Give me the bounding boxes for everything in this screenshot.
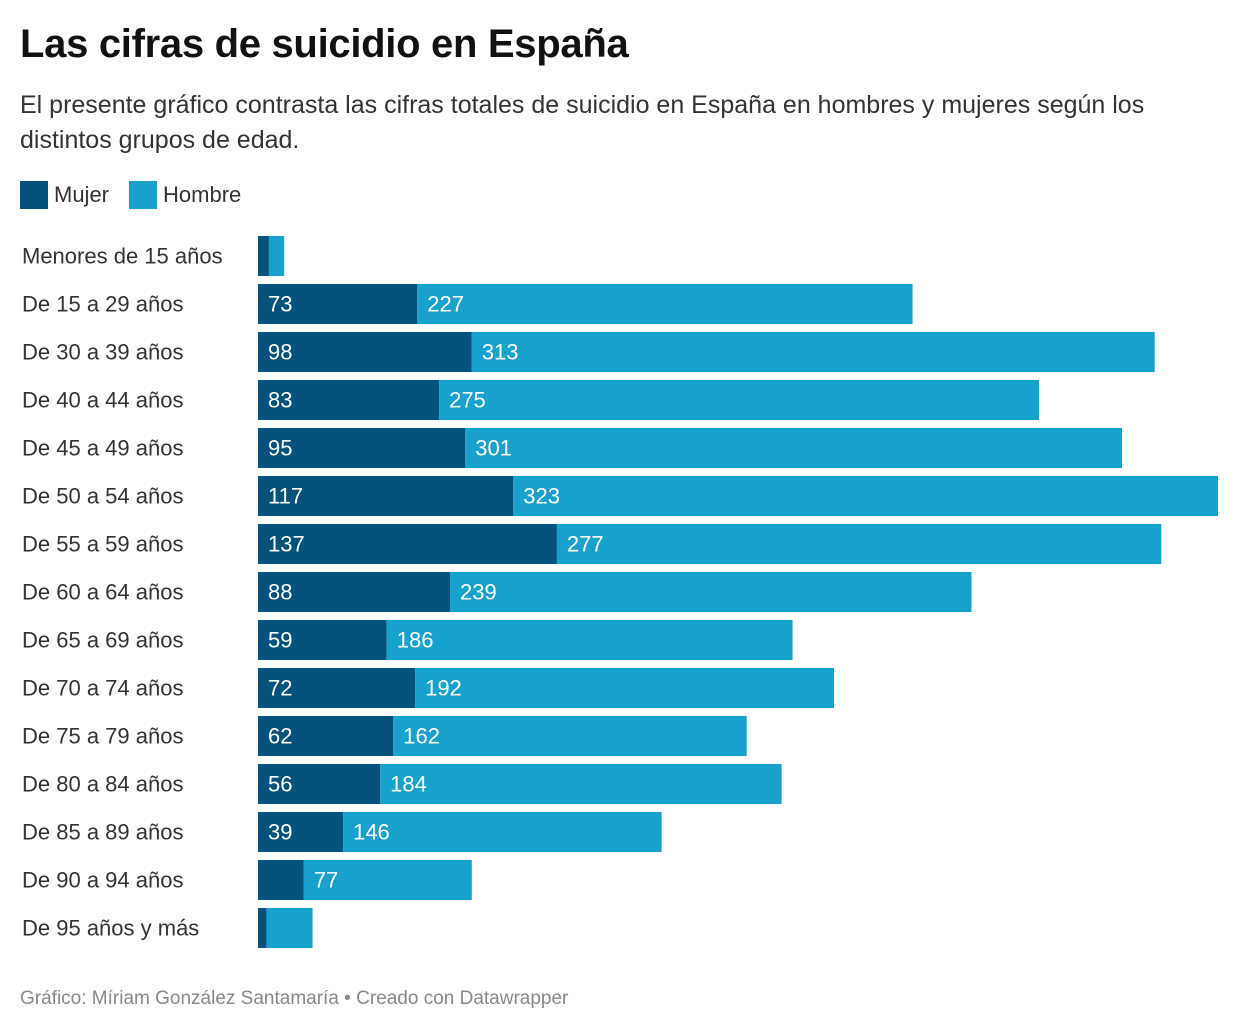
value-label-mujer: 56: [268, 772, 292, 797]
value-label-hombre: 146: [353, 820, 390, 845]
value-label-mujer: 88: [268, 580, 292, 605]
bar-hombre: [465, 428, 1123, 468]
value-label-hombre: 184: [390, 772, 427, 797]
value-label-mujer: 137: [268, 532, 305, 557]
bar-hombre: [471, 332, 1155, 372]
value-label-hombre: 227: [427, 292, 464, 317]
legend-swatch-hombre: [129, 181, 158, 209]
bar-hombre: [415, 668, 834, 708]
bar-mujer: [258, 908, 267, 948]
legend-label-hombre: Hombre: [163, 182, 242, 207]
value-label-hombre: 162: [403, 724, 440, 749]
value-label-mujer: 95: [268, 436, 292, 461]
bar-mujer: [258, 428, 466, 468]
bar-hombre: [266, 908, 313, 948]
bar-mujer: [258, 476, 514, 516]
value-label-hombre: 186: [397, 628, 434, 653]
bar-hombre: [393, 716, 747, 756]
category-label: De 85 a 89 años: [22, 820, 183, 845]
legend-item-mujer: Mujer: [20, 181, 109, 209]
category-label: De 45 a 49 años: [22, 436, 183, 461]
bar-mujer: [258, 668, 416, 708]
category-label: De 55 a 59 años: [22, 532, 183, 557]
category-label: De 75 a 79 años: [22, 724, 183, 749]
value-label-hombre: 301: [475, 436, 512, 461]
category-label: De 30 a 39 años: [22, 340, 183, 365]
category-label: Menores de 15 años: [22, 244, 223, 269]
value-label-mujer: 83: [268, 388, 292, 413]
bar-mujer: [258, 380, 440, 420]
bar-hombre: [268, 236, 285, 276]
value-label-mujer: 98: [268, 340, 292, 365]
category-label: De 15 a 29 años: [22, 292, 183, 317]
value-label-hombre: 239: [460, 580, 497, 605]
bar-hombre: [450, 572, 972, 612]
category-label: De 50 a 54 años: [22, 484, 183, 509]
value-label-hombre: 275: [449, 388, 486, 413]
bar-mujer: [258, 572, 450, 612]
bar-mujer: [258, 812, 344, 852]
legend: Mujer Hombre: [20, 181, 261, 209]
legend-item-hombre: Hombre: [129, 181, 241, 209]
value-label-hombre: 77: [314, 868, 338, 893]
category-label: De 70 a 74 años: [22, 676, 183, 701]
chart-subtitle: El presente gráfico contrasta las cifras…: [20, 91, 1145, 154]
legend-swatch-mujer: [20, 181, 48, 209]
value-label-mujer: 117: [268, 484, 303, 509]
category-label: De 65 a 69 años: [22, 628, 183, 653]
bar-hombre: [417, 284, 913, 324]
bar-hombre: [303, 860, 472, 900]
footer-credit: Gráfico: Míriam González Santamaría • Cr…: [20, 988, 569, 1009]
category-label: De 80 a 84 años: [22, 772, 183, 797]
value-label-mujer: 39: [268, 820, 292, 845]
value-label-hombre: 323: [523, 484, 560, 509]
value-label-hombre: 313: [482, 340, 519, 365]
category-label: De 95 años y más: [22, 916, 199, 941]
value-label-mujer: 72: [268, 676, 292, 701]
bar-hombre: [386, 620, 793, 660]
chart-title: Las cifras de suicidio en España: [20, 22, 629, 66]
bar-mujer: [258, 332, 472, 372]
bar-mujer: [258, 524, 557, 564]
value-label-hombre: 192: [425, 676, 462, 701]
category-label: De 40 a 44 años: [22, 388, 183, 413]
bar-mujer: [258, 284, 418, 324]
category-label: De 60 a 64 años: [22, 580, 183, 605]
bar-mujer: [258, 764, 381, 804]
bar-hombre: [439, 380, 1040, 420]
bar-hombre: [380, 764, 782, 804]
bar-hombre: [343, 812, 662, 852]
legend-label-mujer: Mujer: [54, 182, 110, 207]
value-label-mujer: 59: [268, 628, 292, 653]
bar-mujer: [258, 236, 269, 276]
value-label-mujer: 73: [268, 292, 292, 317]
bar-mujer: [258, 716, 394, 756]
bar-hombre: [513, 476, 1218, 516]
bar-mujer: [258, 620, 387, 660]
bar-hombre: [556, 524, 1162, 564]
value-label-mujer: 62: [268, 724, 292, 749]
category-label: De 90 a 94 años: [22, 868, 183, 893]
value-label-hombre: 277: [567, 532, 604, 557]
bar-mujer: [258, 860, 304, 900]
